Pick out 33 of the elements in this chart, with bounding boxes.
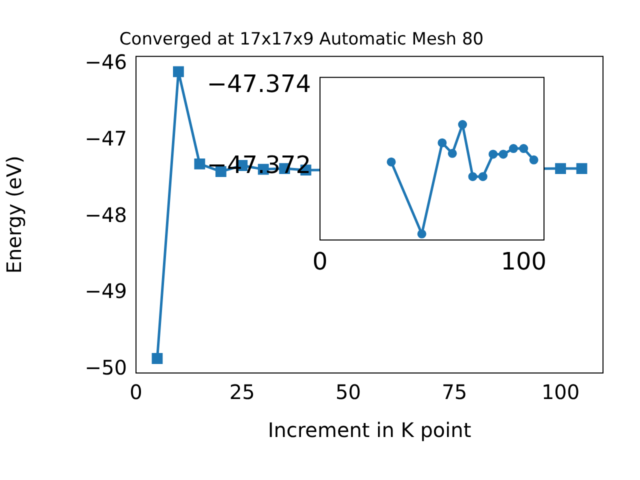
x-tick-label: 100 bbox=[541, 380, 580, 404]
y-tick-label: −46 bbox=[84, 50, 127, 74]
y-tick-label: −48 bbox=[84, 202, 127, 227]
x-tick-label: 0 bbox=[130, 380, 142, 404]
point bbox=[448, 148, 457, 158]
point bbox=[194, 158, 206, 170]
y-tick-label: −49 bbox=[84, 279, 127, 304]
y-axis-title: Energy (eV) bbox=[2, 156, 26, 274]
point bbox=[529, 155, 538, 164]
point bbox=[488, 150, 498, 159]
point bbox=[478, 172, 488, 182]
x-tick-label: 0 bbox=[312, 248, 328, 276]
y-tick-label: −50 bbox=[84, 355, 127, 380]
point bbox=[576, 163, 588, 174]
y-tick-label: −47.374 bbox=[206, 70, 311, 98]
point bbox=[173, 66, 184, 78]
point bbox=[386, 157, 396, 166]
x-tick-label: 75 bbox=[442, 380, 468, 404]
point bbox=[508, 144, 518, 154]
point bbox=[519, 144, 528, 154]
point bbox=[555, 163, 566, 174]
point bbox=[498, 150, 508, 159]
point bbox=[458, 120, 468, 130]
point bbox=[468, 172, 478, 182]
x-tick-label: 50 bbox=[336, 380, 361, 404]
y-tick-label: −47 bbox=[84, 126, 127, 151]
x-axis-title: Increment in K point bbox=[268, 418, 472, 442]
x-tick-label: 100 bbox=[500, 248, 547, 276]
point bbox=[417, 229, 426, 238]
chart-title: Converged at 17x17x9 Automatic Mesh 80 bbox=[119, 30, 484, 50]
x-tick-label: 25 bbox=[229, 380, 255, 404]
point bbox=[438, 138, 447, 148]
point bbox=[152, 353, 163, 364]
